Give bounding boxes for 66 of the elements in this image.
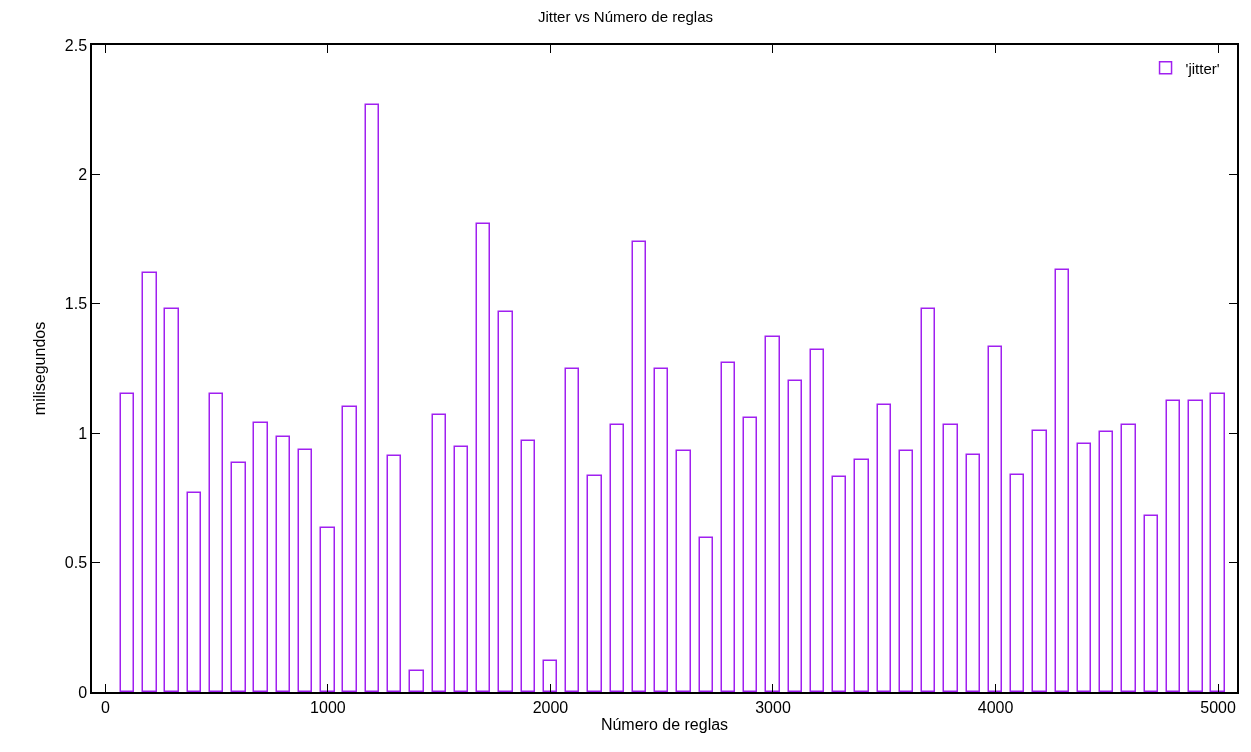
bar (1143, 514, 1158, 692)
bar (965, 453, 980, 692)
bar (675, 449, 691, 692)
bar (119, 392, 134, 692)
bar (1009, 473, 1024, 692)
bar (987, 345, 1002, 692)
x-tick-label: 2000 (532, 698, 569, 716)
y-axis-title: milisegundos (31, 321, 49, 416)
bar (275, 435, 290, 692)
bar (319, 526, 335, 692)
bar (408, 669, 424, 692)
bar (1031, 429, 1047, 692)
bar (297, 448, 312, 692)
bar (431, 413, 446, 692)
bar (742, 416, 757, 692)
bar (542, 659, 557, 692)
bar (653, 367, 668, 692)
bar (764, 335, 780, 692)
bar (163, 307, 179, 692)
y-tick-label: 1.5 (64, 295, 88, 313)
bar (720, 361, 735, 692)
bar (497, 310, 513, 692)
bar (1209, 392, 1225, 692)
bar (853, 458, 869, 692)
bar (698, 536, 713, 692)
bar (186, 491, 201, 692)
bar (809, 348, 824, 692)
legend-label: 'jitter' (1185, 59, 1220, 77)
x-tick-label: 4000 (977, 698, 1014, 716)
bar (876, 403, 891, 692)
bar (920, 307, 935, 692)
bar (141, 271, 157, 692)
bar (1098, 430, 1113, 692)
bar (453, 445, 468, 692)
x-tick-label: 1000 (310, 698, 346, 716)
bar (520, 439, 535, 692)
bar (208, 392, 223, 692)
x-tick-label: 3000 (755, 698, 791, 716)
bar (386, 454, 401, 692)
bar (1120, 423, 1136, 692)
x-axis-title: Número de reglas (600, 716, 729, 734)
bar (252, 421, 268, 692)
bar (364, 103, 379, 692)
bar (1187, 399, 1203, 692)
bar (341, 405, 357, 692)
bar (230, 461, 246, 692)
bar (1165, 399, 1180, 692)
bar (586, 474, 602, 692)
bar (787, 379, 802, 692)
y-tick-label: 2 (78, 166, 88, 183)
bar (609, 423, 624, 692)
bar (942, 423, 958, 692)
bar (631, 240, 646, 692)
bar (475, 222, 490, 692)
bar (564, 367, 579, 692)
bar (1076, 442, 1091, 692)
y-tick-label: 2.5 (64, 36, 88, 54)
bar (831, 475, 846, 692)
x-tick-label: 5000 (1200, 698, 1236, 716)
bar (1054, 268, 1069, 692)
chart-title: Jitter vs Número de reglas (537, 7, 714, 25)
y-tick-label: 0 (78, 683, 88, 701)
y-tick-label: 1 (78, 424, 88, 442)
bar (898, 449, 913, 692)
x-tick-label: 0 (100, 698, 110, 716)
y-tick-label: 0.5 (64, 554, 88, 572)
